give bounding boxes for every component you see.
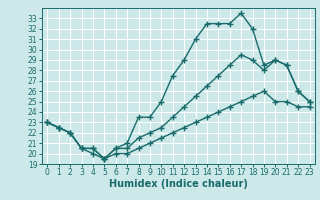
X-axis label: Humidex (Indice chaleur): Humidex (Indice chaleur) [109,179,248,189]
